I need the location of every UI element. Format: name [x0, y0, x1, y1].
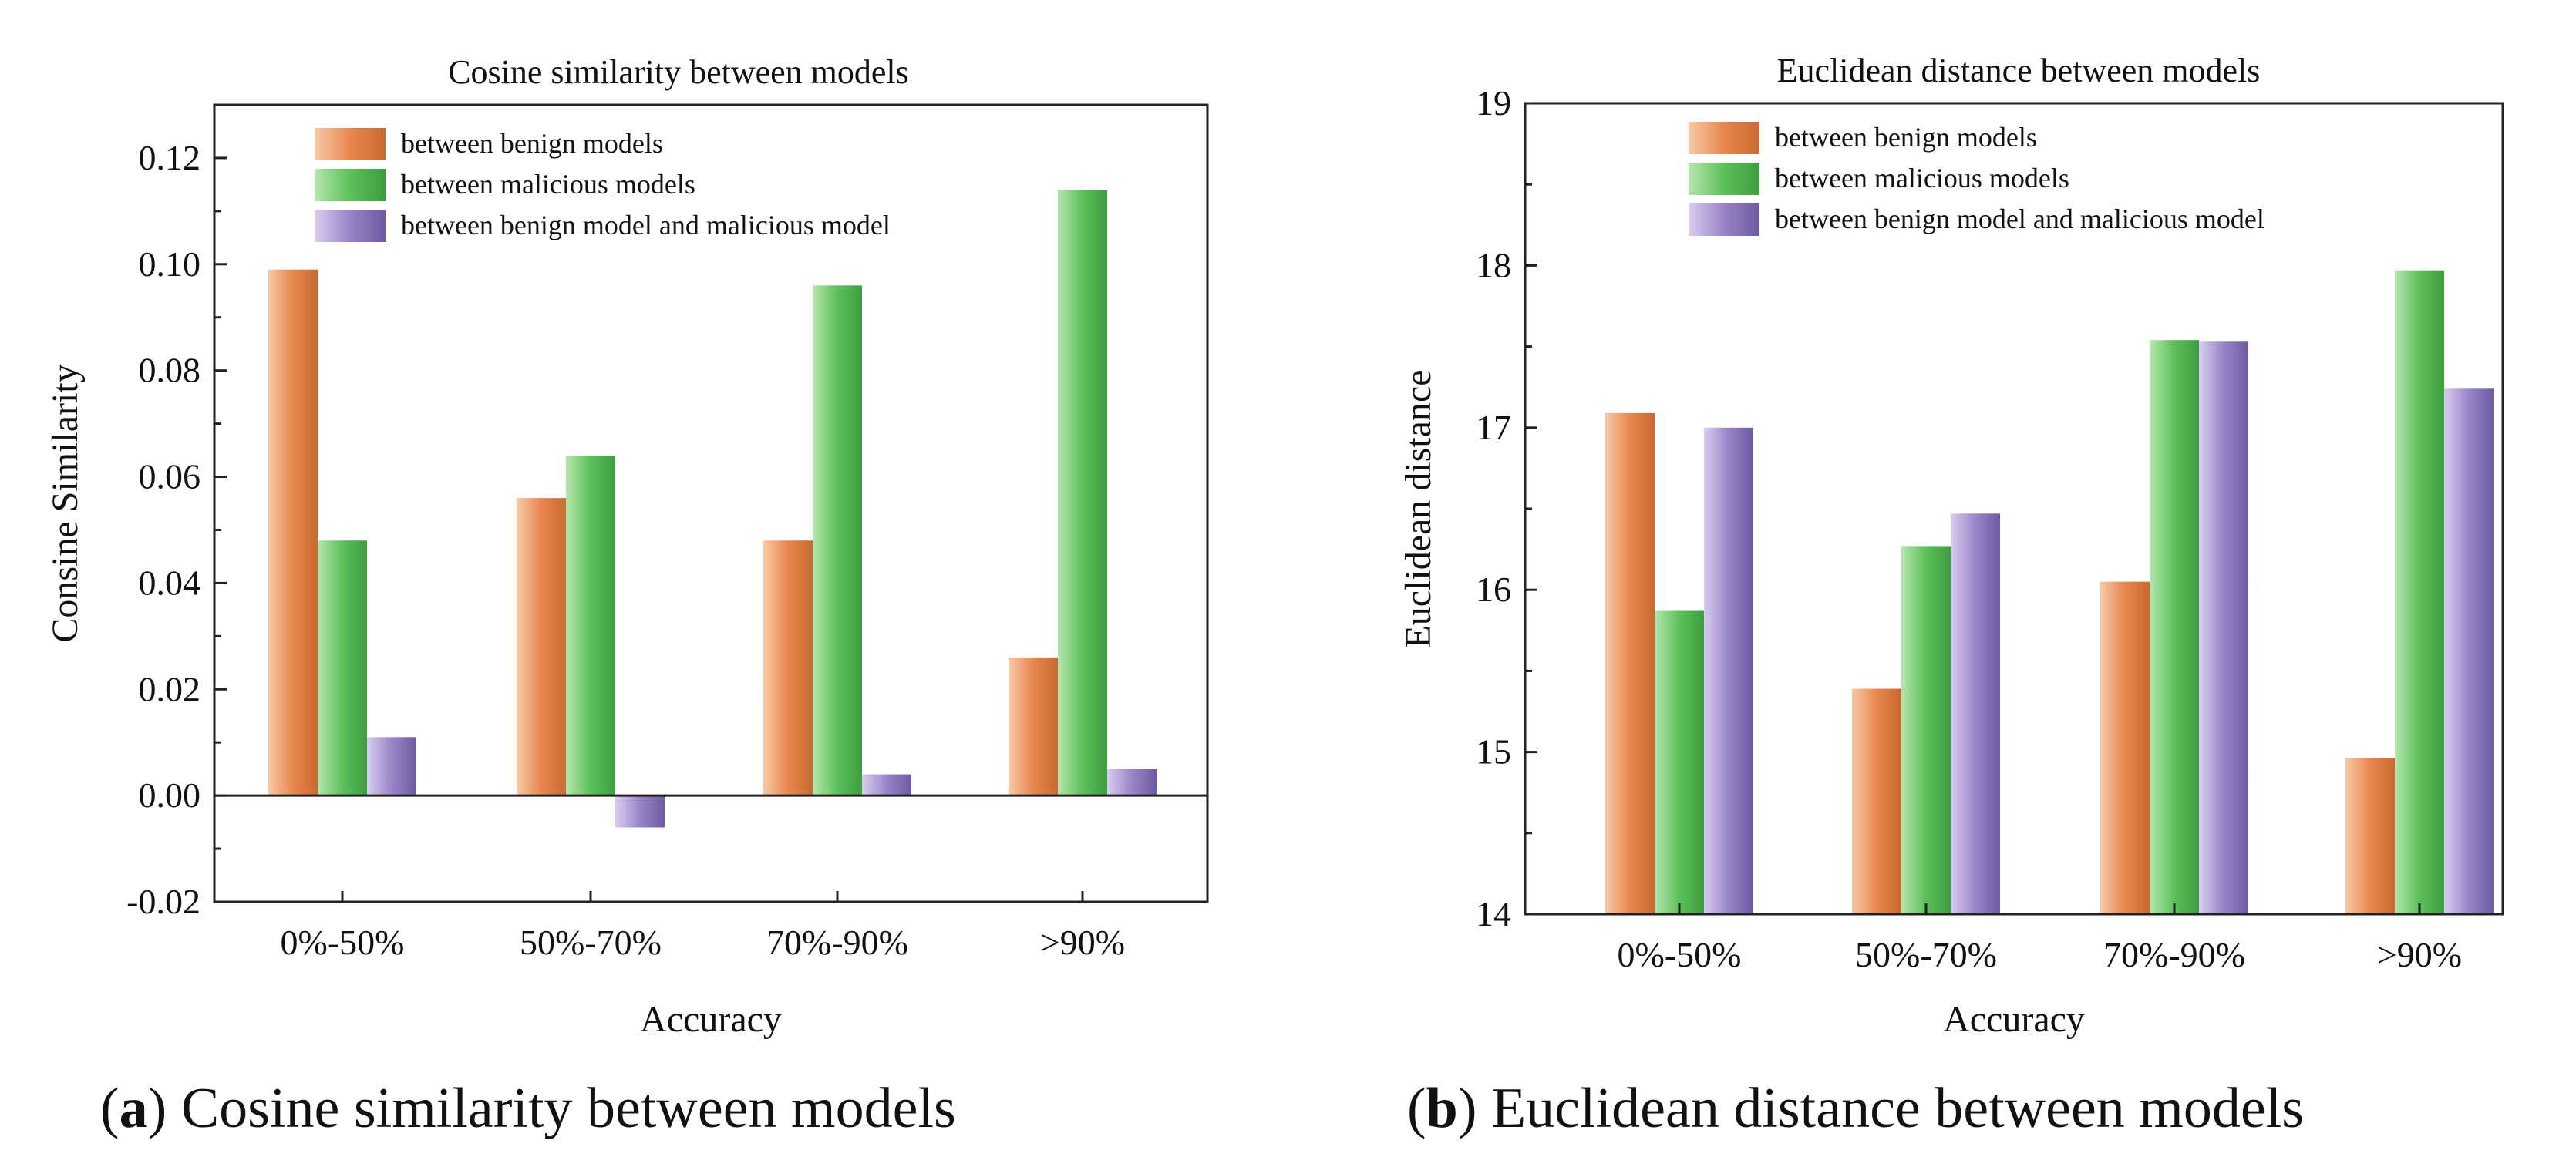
- y-tick-label: 14: [1476, 894, 1511, 933]
- x-tick-label: 0%-50%: [281, 923, 405, 962]
- legend: between benign models between malicious m…: [1689, 122, 2265, 236]
- legend: between benign models between malicious m…: [315, 128, 891, 242]
- bar: [1901, 546, 1951, 914]
- legend-swatch: [315, 210, 386, 242]
- legend-label: between benign model and malicious model: [1775, 203, 2265, 234]
- x-tick-label: 70%-90%: [766, 923, 908, 962]
- bar: [517, 498, 566, 796]
- bar: [615, 795, 665, 828]
- legend-swatch: [315, 128, 386, 160]
- y-tick-label: 0.00: [139, 775, 201, 815]
- figure-caption: (a) Cosine similarity between models: [100, 1077, 956, 1140]
- legend-swatch: [1689, 163, 1759, 195]
- y-tick-label: 0.04: [139, 563, 201, 602]
- bar: [2345, 758, 2395, 914]
- x-tick-label: 70%-90%: [2103, 935, 2245, 974]
- chart-title: Euclidean distance between models: [1777, 52, 2261, 89]
- bar: [2150, 340, 2199, 915]
- bar: [1009, 657, 1058, 796]
- chart-euclidean: Euclidean distance between models 14 15 16 1…: [1398, 52, 2504, 1140]
- chart-cosine: Cosine similarity between models -0.02 0.0…: [45, 53, 1209, 1140]
- bar: [813, 285, 862, 796]
- x-tick-label: 0%-50%: [1618, 935, 1742, 974]
- bar: [566, 455, 615, 796]
- y-tick-label: 17: [1476, 408, 1511, 447]
- y-tick-label: 16: [1476, 570, 1511, 609]
- bar: [2199, 341, 2248, 915]
- bar: [318, 540, 367, 796]
- bar: [2395, 270, 2444, 914]
- x-axis-label: Accuracy: [1943, 999, 2085, 1040]
- bar: [1655, 610, 1704, 914]
- bar: [1058, 190, 1107, 796]
- bar: [2444, 388, 2494, 915]
- y-axis-label: Euclidean distance: [1398, 369, 1439, 647]
- bar: [367, 737, 416, 796]
- caption-letter: a: [120, 1077, 148, 1140]
- bar: [862, 774, 911, 796]
- legend-swatch: [1689, 203, 1759, 236]
- y-tick-label: -0.02: [126, 882, 200, 921]
- x-tick-label: 50%-70%: [520, 923, 662, 962]
- bar: [1605, 412, 1655, 914]
- legend-label: between malicious models: [401, 169, 695, 200]
- caption-text: Cosine similarity between models: [167, 1077, 956, 1140]
- bar: [1107, 769, 1157, 796]
- bar: [763, 540, 813, 796]
- bar: [268, 269, 318, 796]
- x-tick-label: >90%: [1040, 923, 1125, 962]
- y-tick-label: 0.12: [139, 138, 201, 177]
- y-tick-label: 19: [1476, 83, 1511, 123]
- y-tick-label: 0.06: [139, 457, 201, 496]
- bar: [1852, 688, 1901, 914]
- caption-letter: b: [1426, 1077, 1458, 1140]
- legend-label: between benign model and malicious model: [401, 210, 891, 240]
- y-tick-label: 18: [1476, 245, 1511, 284]
- y-tick-label: 0.10: [139, 244, 201, 284]
- bar: [2100, 581, 2150, 914]
- caption-text: Euclidean distance between models: [1477, 1077, 2304, 1140]
- y-tick-label: 0.08: [139, 351, 201, 390]
- bar: [1704, 427, 1753, 914]
- y-tick-label: 0.02: [139, 669, 201, 708]
- legend-swatch: [1689, 122, 1759, 154]
- legend-label: between benign models: [401, 128, 663, 159]
- legend-swatch: [315, 169, 386, 201]
- y-tick-label: 15: [1476, 732, 1511, 772]
- legend-label: between malicious models: [1775, 163, 2069, 193]
- chart-title: Cosine similarity between models: [448, 53, 909, 91]
- x-axis-label: Accuracy: [640, 999, 782, 1040]
- bar: [1951, 513, 2000, 914]
- x-tick-label: >90%: [2377, 935, 2462, 974]
- plot-frame: [213, 103, 1209, 903]
- y-axis-label: Consine Similarity: [45, 364, 86, 642]
- figure-caption: (b) Euclidean distance between models: [1407, 1077, 2304, 1140]
- legend-label: between benign models: [1775, 122, 2037, 153]
- x-tick-label: 50%-70%: [1855, 935, 1997, 974]
